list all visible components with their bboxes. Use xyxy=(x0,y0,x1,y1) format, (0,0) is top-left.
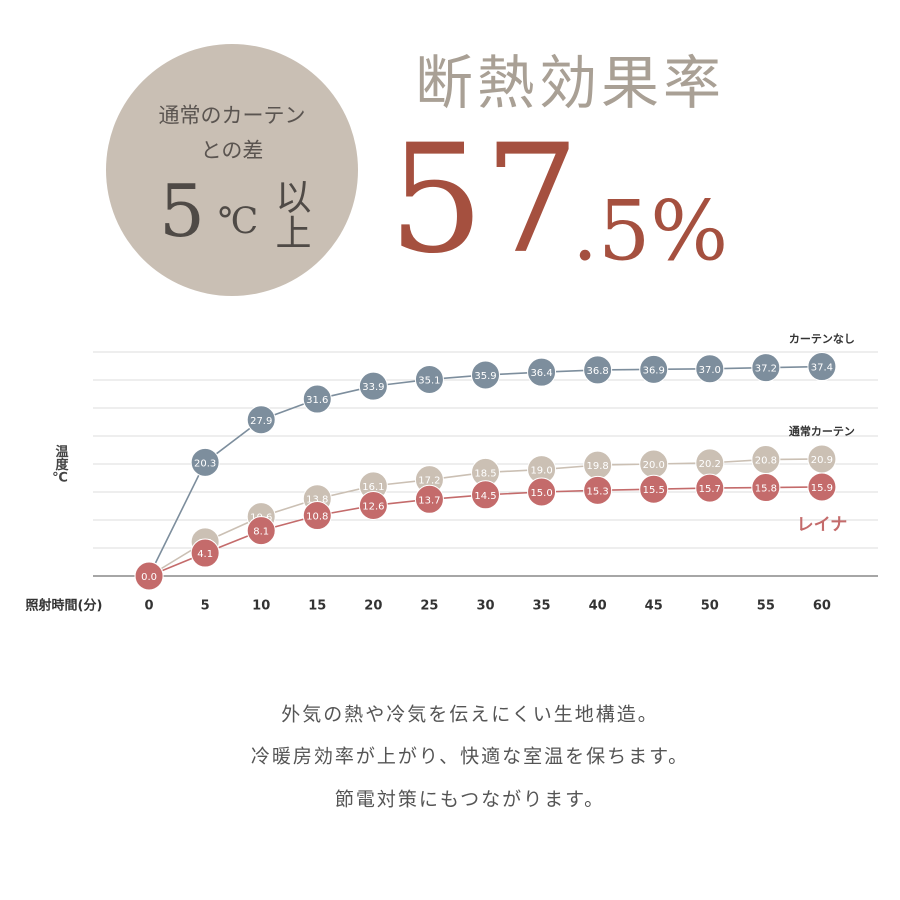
plot: 0 5 10 15 20 25 30 35 40 45 50 55 60 0.0 20.3 27.9 31.6 3… xyxy=(93,333,878,614)
data-point xyxy=(134,561,164,591)
data-label: 36.8 xyxy=(587,366,609,377)
data-label: 20.3 xyxy=(194,458,216,469)
data-label: 15.5 xyxy=(643,485,665,496)
data-point xyxy=(751,353,781,383)
data-point xyxy=(807,352,837,382)
data-label: 4.1 xyxy=(197,549,213,560)
data-label: 33.9 xyxy=(362,382,384,393)
data-point xyxy=(190,538,220,568)
series-label: カーテンなし xyxy=(789,333,855,346)
data-point xyxy=(358,371,388,401)
data-point xyxy=(414,364,444,394)
data-label: 16.1 xyxy=(362,482,384,493)
data-label: 20.0 xyxy=(643,460,665,471)
x-axis-label: 照射時間(分) xyxy=(26,598,103,614)
x-tick-label: 55 xyxy=(757,599,775,614)
x-tick-label: 35 xyxy=(533,599,551,614)
badge-line2: との差 xyxy=(201,139,264,163)
headline-fraction: .5% xyxy=(572,185,728,280)
data-label: 20.8 xyxy=(755,456,777,467)
series-label: 通常カーテン xyxy=(789,424,855,438)
data-point xyxy=(639,474,669,504)
data-label: 18.5 xyxy=(474,468,496,479)
badge-suffix: 以上 xyxy=(270,178,311,250)
y-axis-label: 温度℃ xyxy=(52,445,68,486)
data-label: 36.9 xyxy=(643,365,665,376)
data-label: 35.9 xyxy=(474,371,496,382)
data-label: 37.0 xyxy=(699,365,721,376)
data-label: 15.3 xyxy=(587,486,609,497)
data-label: 19.8 xyxy=(587,461,609,472)
badge-circle xyxy=(106,44,358,296)
data-label: 20.2 xyxy=(699,459,721,470)
data-label: 10.8 xyxy=(306,512,328,523)
badge-unit: ℃ xyxy=(218,201,258,242)
data-point xyxy=(527,357,557,387)
caption-line: 節電対策にもつながります。 xyxy=(335,789,605,811)
data-label: 13.8 xyxy=(306,495,328,506)
data-point xyxy=(190,447,220,477)
data-label: 15.7 xyxy=(699,484,721,495)
data-point xyxy=(527,477,557,507)
data-point xyxy=(471,480,500,510)
caption-line: 冷暖房効率が上がり、快適な室温を保ちます。 xyxy=(251,746,689,768)
data-label: 36.4 xyxy=(530,368,552,379)
data-point xyxy=(695,473,725,503)
x-tick-label: 5 xyxy=(201,599,210,614)
data-point xyxy=(302,384,332,414)
data-point xyxy=(583,475,613,505)
series-label: レイナ xyxy=(797,515,848,535)
x-tick-label: 50 xyxy=(701,599,719,614)
data-label: 37.2 xyxy=(755,364,777,375)
data-label: 15.9 xyxy=(811,483,833,494)
x-tick-label: 20 xyxy=(364,599,382,614)
x-tick-label: 45 xyxy=(645,599,663,614)
data-label: 35.1 xyxy=(418,375,440,386)
x-tick-label: 15 xyxy=(308,599,326,614)
data-label: 37.4 xyxy=(811,363,833,374)
data-point xyxy=(246,405,276,435)
data-label: 8.1 xyxy=(253,527,269,538)
x-tick-label: 30 xyxy=(476,599,494,614)
data-point xyxy=(358,490,388,520)
data-point xyxy=(414,484,444,514)
data-label: 31.6 xyxy=(306,395,328,406)
data-label: 17.2 xyxy=(418,476,440,487)
x-tick-label: 25 xyxy=(420,599,438,614)
data-point xyxy=(807,472,837,502)
data-point xyxy=(695,354,725,384)
data-label: 14.5 xyxy=(474,491,496,502)
x-tick-label: 60 xyxy=(813,599,831,614)
x-tick-label: 40 xyxy=(589,599,607,614)
headline-integer: 57 xyxy=(389,113,580,287)
data-label: 27.9 xyxy=(250,416,272,427)
x-tick-label: 10 xyxy=(252,599,270,614)
badge-line1: 通常のカーテン xyxy=(159,104,306,128)
data-point xyxy=(302,501,332,531)
data-point xyxy=(751,473,781,503)
data-point xyxy=(583,355,613,385)
headline-title: 断熱効果率 xyxy=(415,49,725,117)
data-point xyxy=(471,360,500,390)
data-label: 13.7 xyxy=(418,495,440,506)
data-label: 0.0 xyxy=(141,572,157,583)
x-tick-label: 0 xyxy=(145,599,154,614)
caption-line: 外気の熱や冷気を伝えにくい生地構造。 xyxy=(281,704,659,726)
data-label: 12.6 xyxy=(362,501,384,512)
data-label: 20.9 xyxy=(811,455,833,466)
data-label: 15.0 xyxy=(530,488,552,499)
data-label: 15.8 xyxy=(755,484,777,495)
data-point xyxy=(246,516,276,546)
data-point xyxy=(639,354,669,384)
badge-number: 5 xyxy=(159,169,205,253)
data-label: 19.0 xyxy=(530,466,552,477)
